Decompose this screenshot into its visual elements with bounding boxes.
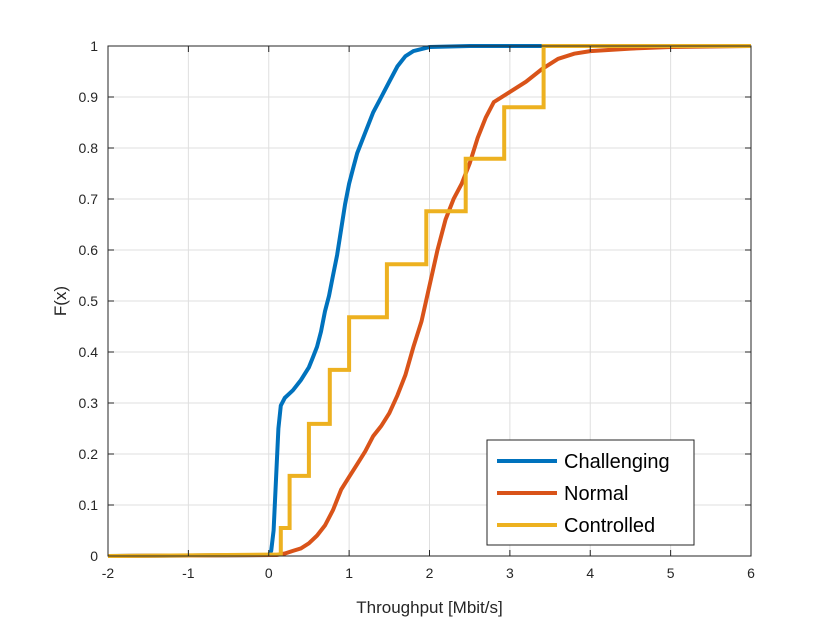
- series-layer: [107, 44, 752, 558]
- y-tick-label: 0.1: [79, 497, 99, 513]
- y-tick-label: 0.9: [79, 89, 99, 105]
- y-axis-label: F(x): [51, 286, 70, 316]
- x-tick-label: 6: [747, 565, 755, 581]
- y-tick-label: 0.8: [79, 140, 99, 156]
- y-tick-label: 0: [90, 548, 98, 564]
- x-tick-label: 2: [426, 565, 434, 581]
- axis-ticks: [107, 45, 752, 557]
- legend-label-normal: Normal: [564, 483, 628, 505]
- y-tick-label: 0.6: [79, 242, 99, 258]
- y-tick-label: 0.4: [79, 344, 99, 360]
- x-tick-labels: -2 -1 0 1 2 3 4 5 6: [102, 565, 755, 581]
- x-tick-label: 4: [586, 565, 594, 581]
- y-tick-label: 0.2: [79, 446, 99, 462]
- y-tick-label: 0.7: [79, 191, 99, 207]
- x-tick-label: -1: [182, 565, 195, 581]
- x-tick-label: 0: [265, 565, 273, 581]
- y-tick-labels: 0 0.1 0.2 0.3 0.4 0.5 0.6 0.7 0.8 0.9 1: [79, 38, 99, 564]
- legend-label-challenging: Challenging: [564, 451, 670, 473]
- series-line-challenging: [107, 44, 751, 558]
- y-tick-label: 0.5: [79, 293, 99, 309]
- y-tick-label: 1: [90, 38, 98, 54]
- legend: Challenging Normal Controlled: [486, 439, 695, 546]
- y-tick-label: 0.3: [79, 395, 99, 411]
- x-axis-label: Throughput [Mbit/s]: [356, 598, 502, 617]
- x-tick-label: 1: [345, 565, 353, 581]
- series-line-normal: [108, 44, 752, 558]
- series-line-controlled: [107, 44, 751, 558]
- legend-label-controlled: Controlled: [564, 515, 655, 537]
- x-tick-label: -2: [102, 565, 115, 581]
- x-tick-label: 3: [506, 565, 514, 581]
- x-tick-label: 5: [667, 565, 675, 581]
